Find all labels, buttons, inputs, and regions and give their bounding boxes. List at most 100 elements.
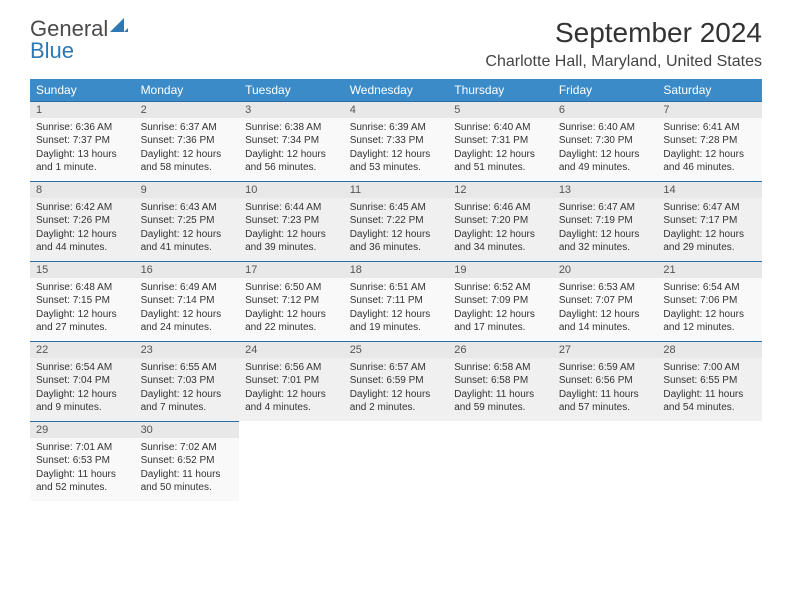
day-line-d2: and 27 minutes. — [36, 321, 129, 335]
day-line-d2: and 56 minutes. — [245, 161, 338, 175]
col-thu: Thursday — [448, 79, 553, 101]
day-cell: 2Sunrise: 6:37 AMSunset: 7:36 PMDaylight… — [135, 101, 240, 181]
day-line-ss: Sunset: 7:12 PM — [245, 294, 338, 308]
day-line-sr: Sunrise: 6:40 AM — [559, 121, 652, 135]
day-cell: 30Sunrise: 7:02 AMSunset: 6:52 PMDayligh… — [135, 421, 240, 501]
week-row: 22Sunrise: 6:54 AMSunset: 7:04 PMDayligh… — [30, 341, 762, 421]
day-line-ss: Sunset: 7:22 PM — [350, 214, 443, 228]
day-line-sr: Sunrise: 6:58 AM — [454, 361, 547, 375]
day-line-d2: and 17 minutes. — [454, 321, 547, 335]
day-line-d1: Daylight: 12 hours — [141, 228, 234, 242]
day-number: 22 — [30, 341, 135, 358]
day-number: 2 — [135, 101, 240, 118]
day-cell: 22Sunrise: 6:54 AMSunset: 7:04 PMDayligh… — [30, 341, 135, 421]
day-body: Sunrise: 6:45 AMSunset: 7:22 PMDaylight:… — [344, 198, 449, 261]
day-line-d2: and 46 minutes. — [663, 161, 756, 175]
day-body: Sunrise: 6:53 AMSunset: 7:07 PMDaylight:… — [553, 278, 658, 341]
day-body: Sunrise: 6:59 AMSunset: 6:56 PMDaylight:… — [553, 358, 658, 421]
day-line-d2: and 1 minute. — [36, 161, 129, 175]
day-line-d2: and 2 minutes. — [350, 401, 443, 415]
day-line-d2: and 49 minutes. — [559, 161, 652, 175]
day-line-d2: and 9 minutes. — [36, 401, 129, 415]
day-number: 16 — [135, 261, 240, 278]
col-fri: Friday — [553, 79, 658, 101]
day-line-sr: Sunrise: 6:56 AM — [245, 361, 338, 375]
day-line-d1: Daylight: 12 hours — [350, 148, 443, 162]
day-cell: 25Sunrise: 6:57 AMSunset: 6:59 PMDayligh… — [344, 341, 449, 421]
col-sat: Saturday — [657, 79, 762, 101]
day-body: Sunrise: 6:37 AMSunset: 7:36 PMDaylight:… — [135, 118, 240, 181]
day-line-ss: Sunset: 6:59 PM — [350, 374, 443, 388]
header-bar: General Blue September 2024 Charlotte Ha… — [30, 18, 762, 71]
day-line-d2: and 14 minutes. — [559, 321, 652, 335]
day-line-sr: Sunrise: 6:38 AM — [245, 121, 338, 135]
day-body: Sunrise: 6:52 AMSunset: 7:09 PMDaylight:… — [448, 278, 553, 341]
day-line-d1: Daylight: 12 hours — [245, 148, 338, 162]
day-number: 12 — [448, 181, 553, 198]
day-line-sr: Sunrise: 6:46 AM — [454, 201, 547, 215]
day-line-d1: Daylight: 12 hours — [559, 148, 652, 162]
brand-logo: General Blue — [30, 18, 128, 62]
day-number: 27 — [553, 341, 658, 358]
day-body: Sunrise: 7:02 AMSunset: 6:52 PMDaylight:… — [135, 438, 240, 501]
day-body: Sunrise: 6:42 AMSunset: 7:26 PMDaylight:… — [30, 198, 135, 261]
day-body: Sunrise: 6:55 AMSunset: 7:03 PMDaylight:… — [135, 358, 240, 421]
day-body: Sunrise: 6:49 AMSunset: 7:14 PMDaylight:… — [135, 278, 240, 341]
day-line-sr: Sunrise: 6:47 AM — [559, 201, 652, 215]
day-cell — [344, 421, 449, 501]
day-number: 6 — [553, 101, 658, 118]
day-line-sr: Sunrise: 6:48 AM — [36, 281, 129, 295]
day-number: 17 — [239, 261, 344, 278]
day-cell: 10Sunrise: 6:44 AMSunset: 7:23 PMDayligh… — [239, 181, 344, 261]
day-cell: 12Sunrise: 6:46 AMSunset: 7:20 PMDayligh… — [448, 181, 553, 261]
day-line-d1: Daylight: 11 hours — [36, 468, 129, 482]
day-line-ss: Sunset: 6:52 PM — [141, 454, 234, 468]
day-line-sr: Sunrise: 6:44 AM — [245, 201, 338, 215]
week-row: 8Sunrise: 6:42 AMSunset: 7:26 PMDaylight… — [30, 181, 762, 261]
day-line-sr: Sunrise: 6:36 AM — [36, 121, 129, 135]
day-number: 18 — [344, 261, 449, 278]
day-line-d2: and 44 minutes. — [36, 241, 129, 255]
day-body: Sunrise: 6:38 AMSunset: 7:34 PMDaylight:… — [239, 118, 344, 181]
day-line-d1: Daylight: 12 hours — [663, 148, 756, 162]
weekday-header-row: Sunday Monday Tuesday Wednesday Thursday… — [30, 79, 762, 101]
day-line-ss: Sunset: 7:15 PM — [36, 294, 129, 308]
day-line-ss: Sunset: 7:17 PM — [663, 214, 756, 228]
day-line-d2: and 52 minutes. — [36, 481, 129, 495]
day-number: 21 — [657, 261, 762, 278]
day-line-d1: Daylight: 11 hours — [663, 388, 756, 402]
day-line-d1: Daylight: 12 hours — [454, 148, 547, 162]
day-line-ss: Sunset: 7:23 PM — [245, 214, 338, 228]
day-line-sr: Sunrise: 6:55 AM — [141, 361, 234, 375]
calendar-table: Sunday Monday Tuesday Wednesday Thursday… — [30, 79, 762, 501]
day-line-sr: Sunrise: 6:52 AM — [454, 281, 547, 295]
day-body: Sunrise: 6:41 AMSunset: 7:28 PMDaylight:… — [657, 118, 762, 181]
day-line-sr: Sunrise: 6:43 AM — [141, 201, 234, 215]
day-body: Sunrise: 6:54 AMSunset: 7:06 PMDaylight:… — [657, 278, 762, 341]
day-number: 9 — [135, 181, 240, 198]
day-line-d2: and 19 minutes. — [350, 321, 443, 335]
day-line-ss: Sunset: 7:03 PM — [141, 374, 234, 388]
day-cell: 19Sunrise: 6:52 AMSunset: 7:09 PMDayligh… — [448, 261, 553, 341]
day-body: Sunrise: 6:47 AMSunset: 7:17 PMDaylight:… — [657, 198, 762, 261]
day-line-d2: and 51 minutes. — [454, 161, 547, 175]
day-line-d1: Daylight: 12 hours — [559, 228, 652, 242]
day-line-ss: Sunset: 7:04 PM — [36, 374, 129, 388]
day-cell: 6Sunrise: 6:40 AMSunset: 7:30 PMDaylight… — [553, 101, 658, 181]
day-line-d2: and 59 minutes. — [454, 401, 547, 415]
day-cell: 15Sunrise: 6:48 AMSunset: 7:15 PMDayligh… — [30, 261, 135, 341]
day-line-d1: Daylight: 12 hours — [454, 228, 547, 242]
day-line-d1: Daylight: 12 hours — [350, 388, 443, 402]
day-line-d1: Daylight: 12 hours — [245, 228, 338, 242]
day-cell: 7Sunrise: 6:41 AMSunset: 7:28 PMDaylight… — [657, 101, 762, 181]
day-line-sr: Sunrise: 6:40 AM — [454, 121, 547, 135]
day-line-d1: Daylight: 11 hours — [454, 388, 547, 402]
day-body: Sunrise: 6:58 AMSunset: 6:58 PMDaylight:… — [448, 358, 553, 421]
day-line-sr: Sunrise: 7:00 AM — [663, 361, 756, 375]
day-cell: 3Sunrise: 6:38 AMSunset: 7:34 PMDaylight… — [239, 101, 344, 181]
day-body: Sunrise: 6:46 AMSunset: 7:20 PMDaylight:… — [448, 198, 553, 261]
day-number: 8 — [30, 181, 135, 198]
day-line-d2: and 29 minutes. — [663, 241, 756, 255]
day-line-d1: Daylight: 12 hours — [36, 388, 129, 402]
week-row: 1Sunrise: 6:36 AMSunset: 7:37 PMDaylight… — [30, 101, 762, 181]
